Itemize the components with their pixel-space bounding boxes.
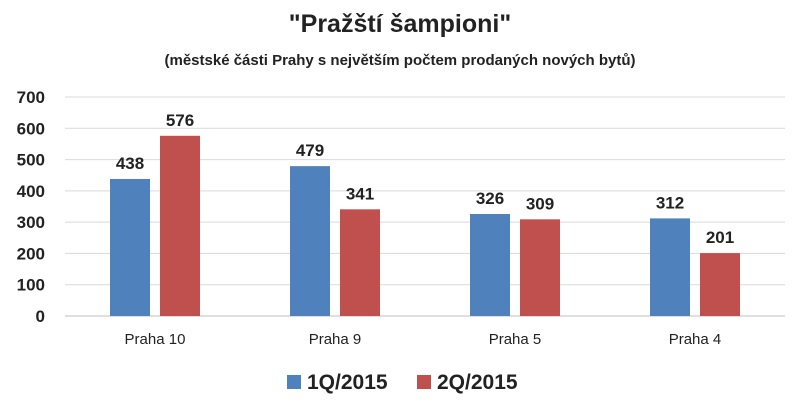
bar-1Q2015-praha-5: [470, 214, 510, 316]
data-label: 326: [476, 189, 504, 208]
x-tick-label: Praha 4: [669, 331, 722, 348]
data-label: 201: [706, 228, 734, 247]
x-tick-label: Praha 5: [489, 331, 542, 348]
bar-2Q2015-praha-9: [340, 209, 380, 316]
bar-2Q2015-praha-5: [520, 219, 560, 316]
chart-title: "Pražští šampioni": [289, 10, 511, 38]
x-tick-label: Praha 9: [309, 331, 362, 348]
x-axis: Praha 10 Praha 9 Praha 5 Praha 4: [125, 331, 722, 348]
legend: 1Q/2015 2Q/2015: [287, 371, 518, 394]
bar-1Q2015-praha-9: [290, 166, 330, 316]
data-label: 479: [296, 141, 324, 160]
bars: [110, 135, 740, 316]
y-tick-label: 200: [17, 244, 45, 263]
legend-label: 2Q/2015: [437, 371, 518, 394]
legend-swatch: [417, 375, 431, 389]
bar-1Q2015-praha-10: [110, 178, 150, 316]
chart-subtitle: (městské části Prahy s největším počtem …: [165, 52, 636, 69]
x-tick-label: Praha 10: [125, 331, 186, 348]
data-label: 309: [526, 194, 554, 213]
data-labels: 438 576 479 341 326 309 312 201: [116, 111, 734, 247]
y-tick-label: 400: [17, 182, 45, 201]
bar-1Q2015-praha-4: [650, 218, 690, 316]
legend-label: 1Q/2015: [307, 371, 388, 394]
data-label: 576: [166, 111, 194, 130]
y-tick-label: 600: [17, 119, 45, 138]
data-label: 312: [656, 193, 684, 212]
data-label: 438: [116, 154, 144, 173]
bar-2Q2015-praha-4: [700, 253, 740, 316]
y-tick-label: 300: [17, 213, 45, 232]
data-label: 341: [346, 184, 374, 203]
y-tick-label: 700: [17, 88, 45, 107]
y-tick-label: 100: [17, 276, 45, 295]
y-axis: 0 100 200 300 400 500 600 700: [17, 88, 45, 326]
legend-swatch: [287, 375, 301, 389]
y-tick-label: 500: [17, 151, 45, 170]
y-tick-label: 0: [36, 307, 45, 326]
bar-2Q2015-praha-10: [160, 135, 200, 316]
